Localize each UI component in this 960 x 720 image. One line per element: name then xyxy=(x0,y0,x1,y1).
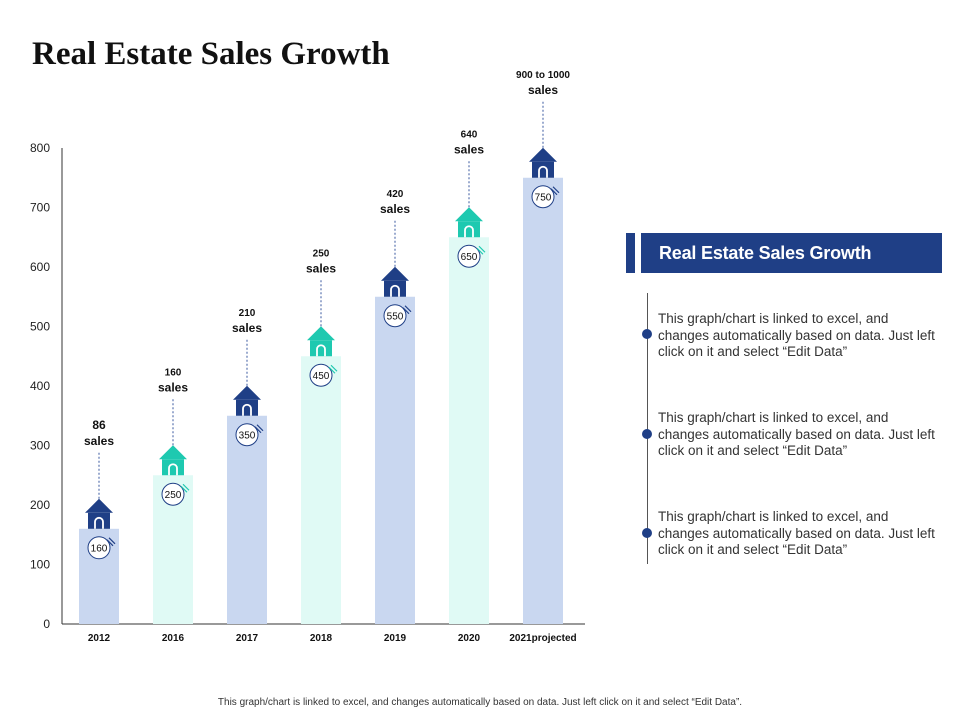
side-panel-header: Real Estate Sales Growth xyxy=(626,233,942,273)
timeline-line xyxy=(647,293,648,564)
y-tick-label: 500 xyxy=(30,320,50,334)
annotation-unit: sales xyxy=(306,261,336,275)
x-tick-label: 2020 xyxy=(458,633,481,644)
house-body-icon xyxy=(310,340,332,357)
side-panel-title: Real Estate Sales Growth xyxy=(641,233,942,273)
bar xyxy=(523,177,563,624)
annotation-value: 420 xyxy=(387,189,404,200)
house-roof-icon xyxy=(307,326,335,341)
house-roof-icon xyxy=(85,498,113,513)
house-body-icon xyxy=(532,161,554,178)
data-label: 550 xyxy=(387,311,404,322)
timeline-text: This graph/chart is linked to excel, and… xyxy=(658,410,935,458)
timeline-dot xyxy=(642,429,652,439)
annotation-unit: sales xyxy=(380,202,410,216)
house-roof-icon xyxy=(529,147,557,162)
annotation-unit: sales xyxy=(454,142,484,156)
value-circle-accent-icon xyxy=(254,424,264,434)
data-label: 450 xyxy=(313,371,330,382)
value-circle-accent-icon xyxy=(550,186,560,196)
house-roof-icon xyxy=(381,266,409,281)
y-tick-label: 200 xyxy=(30,498,50,512)
x-tick-label: 2019 xyxy=(384,633,407,644)
annotation-unit: sales xyxy=(528,83,558,97)
annotation-value: 640 xyxy=(461,129,478,140)
y-tick-label: 600 xyxy=(30,260,50,274)
y-tick-label: 0 xyxy=(43,617,50,631)
x-tick-label: 2012 xyxy=(88,633,111,644)
house-roof-icon xyxy=(455,207,483,222)
x-tick-label: 2017 xyxy=(236,633,259,644)
value-circle xyxy=(383,304,407,328)
value-circle xyxy=(457,244,481,268)
house-body-icon xyxy=(88,512,110,529)
timeline-dot xyxy=(642,329,652,339)
y-tick-label: 300 xyxy=(30,439,50,453)
x-tick-label: 2016 xyxy=(162,633,185,644)
value-circle-accent-icon xyxy=(180,483,190,493)
footer-note: This graph/chart is linked to excel, and… xyxy=(217,697,743,708)
annotation-value: 210 xyxy=(239,308,256,319)
value-circle xyxy=(87,536,111,560)
annotation-value: 250 xyxy=(313,248,330,259)
value-circle-accent-icon xyxy=(476,245,486,255)
bar xyxy=(301,356,341,624)
y-tick-label: 100 xyxy=(30,558,50,572)
value-circle xyxy=(161,482,185,506)
house-roof-icon xyxy=(159,445,187,460)
timeline-text: This graph/chart is linked to excel, and… xyxy=(658,509,935,557)
house-body-icon xyxy=(458,221,480,238)
house-body-icon xyxy=(384,280,406,297)
house-door-icon xyxy=(390,284,400,297)
house-door-icon xyxy=(538,165,548,178)
x-tick-label: 2021projected xyxy=(509,633,576,644)
timeline-dot xyxy=(642,528,652,538)
y-tick-label: 800 xyxy=(30,141,50,155)
house-body-icon xyxy=(236,399,258,416)
annotation-unit: sales xyxy=(232,321,262,335)
house-roof-icon xyxy=(233,385,261,400)
house-door-icon xyxy=(316,344,326,357)
annotation-value: 86 xyxy=(92,418,106,432)
house-door-icon xyxy=(168,463,178,476)
house-door-icon xyxy=(242,403,252,416)
house-door-icon xyxy=(94,516,104,529)
value-circle-accent-icon xyxy=(106,537,116,547)
annotation-value: 900 to 1000 xyxy=(516,70,570,81)
data-label: 650 xyxy=(461,252,478,263)
value-circle-accent-icon xyxy=(328,364,338,374)
annotation-unit: sales xyxy=(84,434,114,448)
house-door-icon xyxy=(464,225,474,238)
bar xyxy=(449,237,489,624)
data-label: 160 xyxy=(91,543,108,554)
house-body-icon xyxy=(162,459,184,476)
page-title: Real Estate Sales Growth xyxy=(32,36,390,72)
annotation-value: 160 xyxy=(165,367,182,378)
bar-chart: 0 100 200 300 400 500 600 700 800 86 sales 160 2012 1… xyxy=(30,70,585,644)
y-tick-label: 700 xyxy=(30,201,50,215)
x-tick-label: 2018 xyxy=(310,633,333,644)
data-label: 250 xyxy=(165,490,182,501)
bar xyxy=(375,296,415,624)
data-label: 350 xyxy=(239,430,256,441)
y-tick-label: 400 xyxy=(30,379,50,393)
header-accent-bar xyxy=(626,233,635,273)
value-circle-accent-icon xyxy=(402,305,412,315)
data-label: 750 xyxy=(535,192,552,203)
value-circle xyxy=(235,423,259,447)
timeline-text: This graph/chart is linked to excel, and… xyxy=(658,311,935,359)
value-circle xyxy=(531,185,555,209)
bar xyxy=(227,415,267,624)
value-circle xyxy=(309,363,333,387)
annotation-unit: sales xyxy=(158,380,188,394)
